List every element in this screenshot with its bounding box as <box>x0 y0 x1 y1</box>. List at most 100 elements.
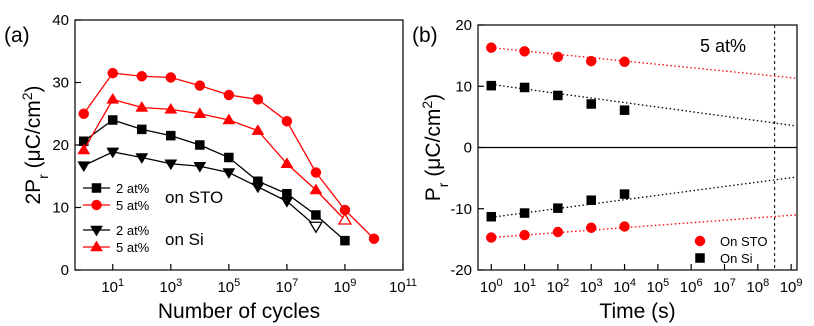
y-axis-label-part: 2 <box>419 101 435 109</box>
legend-label: On Si <box>720 251 753 266</box>
x-tick-exp: 9 <box>796 277 802 289</box>
marker <box>280 157 294 168</box>
x-tick-base: 10 <box>275 279 292 296</box>
y-axis-label-part: r <box>35 174 51 179</box>
x-tick-label: 109 <box>334 277 357 296</box>
marker <box>486 211 497 222</box>
legend-label: On STO <box>720 234 767 249</box>
x-tick-exp: 7 <box>292 277 298 289</box>
marker <box>486 80 497 91</box>
x-tick-base: 10 <box>680 279 697 296</box>
panel-label: (a) <box>4 24 30 47</box>
marker <box>252 94 264 105</box>
y-axis-label-part: (μC/cm <box>422 109 445 183</box>
y-axis-label-part: 2 <box>19 92 35 100</box>
marker <box>695 253 705 263</box>
marker <box>308 221 324 234</box>
panel-label: (b) <box>412 24 438 47</box>
marker <box>486 42 497 53</box>
y-tick-label: 40 <box>52 12 69 29</box>
fit-line <box>491 47 798 79</box>
y-tick-label: 20 <box>455 17 472 34</box>
x-tick-label: 100 <box>480 277 503 296</box>
legend-label: 5 at% <box>116 240 150 255</box>
marker <box>619 221 630 232</box>
x-tick-label: 105 <box>217 277 240 296</box>
x-tick-exp: 1 <box>118 277 124 289</box>
x-tick-exp: 4 <box>630 277 636 289</box>
x-tick-base: 10 <box>513 279 530 296</box>
y-axis-label-part: ) <box>422 94 445 101</box>
marker <box>193 162 207 173</box>
x-tick-exp: 11 <box>406 277 417 289</box>
y-tick-label: -10 <box>450 201 472 218</box>
legend-label: 2 at% <box>116 181 150 196</box>
marker <box>519 82 530 93</box>
legend-group: on Si <box>165 230 204 249</box>
marker <box>586 195 596 205</box>
fit-line <box>491 83 798 127</box>
x-tick-exp: 3 <box>596 277 602 289</box>
marker <box>553 90 563 101</box>
x-tick-base: 10 <box>480 279 497 296</box>
marker <box>553 203 563 213</box>
marker <box>281 116 293 127</box>
fit-line <box>491 176 798 218</box>
marker <box>106 92 120 104</box>
marker <box>223 89 235 101</box>
x-tick-base: 10 <box>580 279 597 296</box>
y-axis-label-part: 2P <box>22 179 45 205</box>
series-line <box>83 98 346 221</box>
x-tick-exp: 7 <box>730 277 736 289</box>
marker <box>77 161 91 173</box>
y-axis-label: 2Pr (μC/cm2) <box>19 85 51 204</box>
y-tick-label: 10 <box>52 200 69 217</box>
marker <box>619 189 630 199</box>
marker <box>91 199 102 211</box>
marker <box>166 130 176 141</box>
x-tick-exp: 5 <box>663 277 669 289</box>
x-tick-exp: 1 <box>530 277 536 289</box>
x-tick-base: 10 <box>389 279 406 296</box>
x-tick-base: 10 <box>101 279 118 296</box>
x-tick-exp: 2 <box>563 277 569 289</box>
x-tick-exp: 8 <box>763 277 769 289</box>
marker <box>280 197 294 208</box>
x-tick-label: 103 <box>580 277 603 296</box>
marker <box>586 99 596 109</box>
marker <box>519 229 530 241</box>
marker <box>194 80 206 91</box>
marker <box>619 56 630 67</box>
marker <box>193 107 207 118</box>
marker <box>107 67 119 79</box>
y-axis-label: Pr (μC/cm2) <box>419 94 451 201</box>
marker <box>310 167 322 178</box>
x-tick-base: 10 <box>646 279 663 296</box>
marker <box>108 115 118 125</box>
marker <box>519 46 530 57</box>
annotation: 5 at% <box>700 36 746 56</box>
x-tick-base: 10 <box>546 279 563 296</box>
x-tick-label: 107 <box>275 277 298 296</box>
marker <box>90 225 103 237</box>
y-axis-label-part: r <box>435 182 451 187</box>
marker <box>164 102 178 114</box>
x-tick-base: 10 <box>613 279 630 296</box>
x-tick-label: 109 <box>780 277 803 296</box>
marker <box>251 124 265 135</box>
marker <box>340 235 350 246</box>
marker <box>137 124 147 135</box>
marker <box>585 55 597 67</box>
marker <box>282 189 292 199</box>
x-tick-base: 10 <box>334 279 351 296</box>
marker <box>195 140 205 150</box>
x-axis-label: Time (s) <box>599 300 675 323</box>
marker <box>585 222 597 233</box>
legend-group: on STO <box>165 188 223 207</box>
y-tick-label: 20 <box>52 137 69 154</box>
x-tick-exp: 5 <box>234 277 240 289</box>
marker <box>311 210 321 220</box>
x-tick-label: 105 <box>646 277 669 296</box>
fit-line <box>491 214 798 239</box>
